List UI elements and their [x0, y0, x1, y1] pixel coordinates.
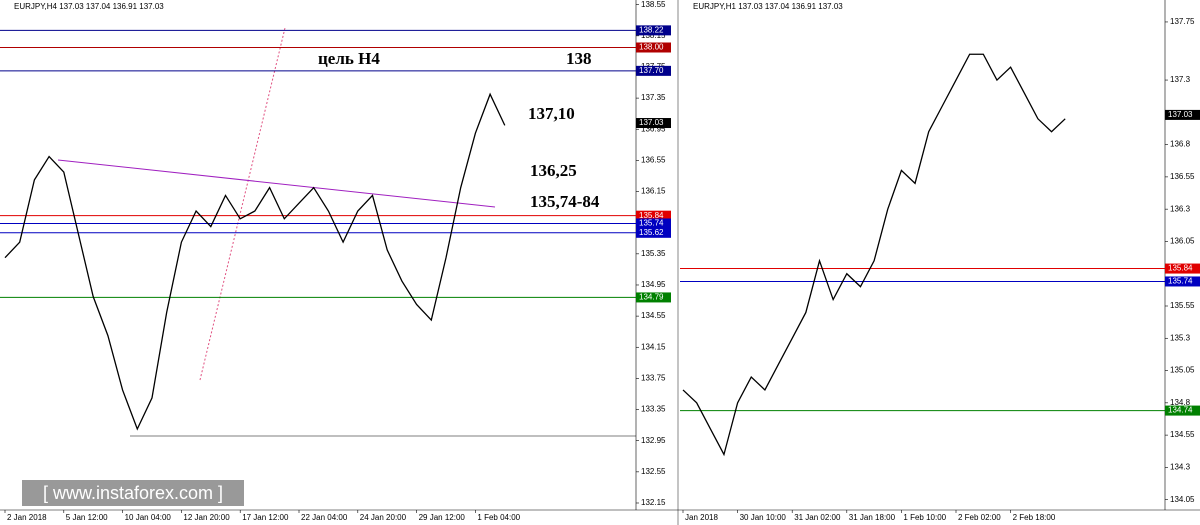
price-level-label: 137.70 — [639, 66, 664, 75]
chart-header: EURJPY,H4 137.03 137.04 136.91 137.03 — [14, 2, 164, 11]
y-tick-label: 137.3 — [1170, 75, 1191, 84]
x-tick-label: 31 Jan 02:00 — [794, 513, 841, 522]
annotation: 137,10 — [528, 104, 575, 123]
x-tick-label: 24 Jan 20:00 — [360, 513, 407, 522]
x-tick-label: 29 Jan 12:00 — [419, 513, 466, 522]
last-price-label: 137.03 — [1168, 110, 1193, 119]
price-level-tag — [636, 25, 671, 36]
y-tick-label: 135.05 — [1170, 366, 1195, 375]
last-price-label: 137.03 — [639, 118, 664, 127]
y-tick-label: 132.95 — [641, 436, 666, 445]
y-tick-label: 135.35 — [641, 249, 666, 258]
price-level-label: 134.74 — [1168, 406, 1193, 415]
price-line — [4, 92, 506, 431]
price-level-label: 134.79 — [639, 293, 664, 302]
price-level-label: 138.22 — [639, 25, 664, 34]
y-tick-label: 134.95 — [641, 280, 666, 289]
y-tick-label: 138.15 — [641, 31, 666, 40]
watermark: [ www.instaforex.com ] — [43, 483, 223, 503]
y-tick-label: 136.55 — [641, 156, 666, 165]
price-level-tag — [1165, 276, 1200, 287]
price-level-label: 138.00 — [639, 43, 664, 52]
y-tick-label: 132.15 — [641, 498, 666, 507]
x-tick-label: 30 Jan 10:00 — [740, 513, 787, 522]
y-tick-label: 134.15 — [641, 342, 666, 351]
price-level-tag — [636, 65, 671, 76]
annotation: 136,25 — [530, 161, 577, 180]
y-tick-label: 134.8 — [1170, 398, 1191, 407]
y-tick-label: 136.55 — [1170, 172, 1195, 181]
price-level-label: 135.74 — [1168, 277, 1193, 286]
y-tick-label: 133.75 — [641, 374, 666, 383]
price-level-tag — [1165, 263, 1200, 274]
x-tick-label: 12 Jan 20:00 — [183, 513, 230, 522]
x-tick-label: 17 Jan 12:00 — [242, 513, 289, 522]
x-tick-label: 5 Jan 12:00 — [66, 513, 108, 522]
y-tick-label: 136.15 — [641, 187, 666, 196]
price-level-label: 135.84 — [1168, 264, 1193, 273]
y-tick-label: 136.05 — [1170, 237, 1195, 246]
y-tick-label: 133.35 — [641, 405, 666, 414]
y-tick-label: 136.95 — [641, 124, 666, 133]
trend-line — [57, 159, 496, 208]
trend-line — [199, 27, 286, 381]
x-tick-label: 2 Feb 02:00 — [958, 513, 1001, 522]
x-tick-label: 1 Feb 10:00 — [903, 513, 946, 522]
price-line — [682, 53, 1066, 457]
x-tick-label: 10 Jan 04:00 — [125, 513, 172, 522]
x-tick-label: 2 Jan 2018 — [7, 513, 47, 522]
chart-header: EURJPY,H1 137.03 137.04 136.91 137.03 — [693, 2, 843, 11]
last-price-tag — [1165, 109, 1200, 120]
price-level-tag — [636, 292, 671, 303]
price-level-label: 135.62 — [639, 228, 664, 237]
y-tick-label: 132.55 — [641, 467, 666, 476]
x-tick-label: Jan 2018 — [685, 513, 718, 522]
price-level-label: 135.74 — [639, 219, 664, 228]
y-tick-label: 134.05 — [1170, 495, 1195, 504]
y-tick-label: 134.55 — [641, 311, 666, 320]
y-tick-label: 138.55 — [641, 0, 666, 9]
annotation: 135,74-84 — [530, 192, 600, 211]
x-tick-label: 31 Jan 18:00 — [849, 513, 896, 522]
y-tick-label: 136.3 — [1170, 204, 1191, 213]
annotation: цель H4 — [318, 49, 380, 68]
y-tick-label: 136.8 — [1170, 140, 1191, 149]
y-tick-label: 135.55 — [1170, 301, 1195, 310]
price-level-tag — [1165, 405, 1200, 416]
y-tick-label: 135.3 — [1170, 333, 1191, 342]
last-price-tag — [636, 118, 671, 129]
price-level-tag — [636, 218, 671, 229]
x-tick-label: 1 Feb 04:00 — [477, 513, 520, 522]
watermark-box — [22, 480, 244, 506]
y-tick-label: 137.75 — [1170, 17, 1195, 26]
y-tick-label: 134.55 — [1170, 430, 1195, 439]
y-tick-label: 137.35 — [641, 93, 666, 102]
price-level-label: 135.84 — [639, 211, 664, 220]
price-level-tag — [636, 227, 671, 238]
x-tick-label: 22 Jan 04:00 — [301, 513, 348, 522]
price-level-tag — [636, 210, 671, 221]
y-tick-label: 134.3 — [1170, 463, 1191, 472]
x-tick-label: 2 Feb 18:00 — [1013, 513, 1056, 522]
annotation: 138 — [566, 49, 592, 68]
price-level-tag — [636, 42, 671, 53]
